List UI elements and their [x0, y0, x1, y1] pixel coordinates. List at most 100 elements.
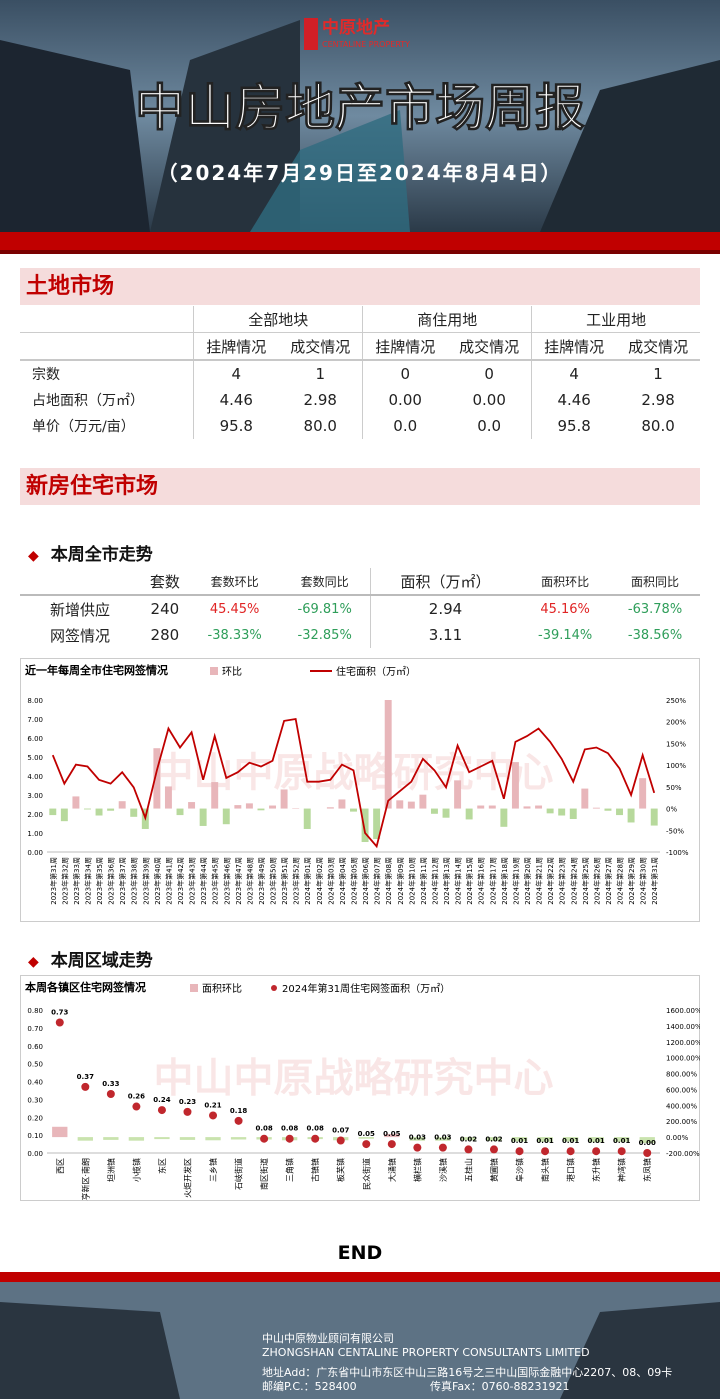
- x-tick-label: 2023年第40周: [153, 857, 162, 905]
- cell: 4: [193, 360, 279, 387]
- dot: [438, 1143, 447, 1152]
- cell: 0.00: [362, 387, 448, 413]
- x-tick-label: 2024年第15周: [465, 857, 474, 905]
- x-tick-label: 2024年第28周: [616, 857, 625, 905]
- x-tick-label: 2023年第39周: [141, 857, 150, 905]
- cell: 80.0: [303, 417, 337, 435]
- cell: 240: [150, 600, 180, 618]
- dot: [592, 1147, 601, 1156]
- header: 套数同比: [279, 568, 371, 596]
- bar: [592, 807, 600, 809]
- chart-title: 近一年每周全市住宅网签情况: [25, 663, 168, 677]
- y2-tick-label: 200%: [666, 719, 686, 727]
- logo: 中原地产: [322, 17, 390, 38]
- bar: [130, 808, 138, 817]
- cell: 1: [315, 365, 326, 383]
- sub-header: 成交情况: [447, 332, 532, 361]
- x-tick-label: 2024年第22周: [546, 857, 555, 905]
- bar: [588, 1137, 604, 1143]
- group-header: 商住用地: [362, 306, 532, 333]
- cell: 95.8: [531, 413, 617, 439]
- x-tick-label: 2024年第10周: [407, 857, 416, 905]
- x-tick-label: 石岐街道: [234, 1158, 244, 1190]
- row-label: 宗数: [32, 367, 60, 383]
- cell: 0.0: [362, 413, 448, 439]
- y-tick-label: 0.00: [27, 1150, 43, 1158]
- y2-tick-label: 100%: [666, 762, 686, 770]
- data-label: 0.08: [255, 1125, 272, 1133]
- bar: [269, 805, 277, 809]
- dot: [617, 1147, 626, 1156]
- row-label: 新增供应: [49, 600, 110, 619]
- bar: [616, 808, 623, 816]
- legend-label: 2024年第31周住宅网签面积（万㎡）: [282, 982, 450, 995]
- x-tick-label: 2024年第20周: [523, 857, 532, 905]
- bar: [49, 808, 57, 816]
- header: 面积环比: [520, 568, 611, 596]
- x-tick-label: 2024年第23周: [558, 857, 567, 905]
- group-header: 工业用地: [531, 306, 700, 333]
- bar: [639, 1137, 655, 1144]
- data-label: 0.18: [230, 1107, 247, 1115]
- x-tick-label: 2024年第25周: [581, 857, 590, 905]
- bar: [154, 1137, 170, 1140]
- cell: -32.85%: [297, 627, 352, 643]
- sub-header: 挂牌情况: [531, 332, 617, 361]
- x-tick-label: 2023年第46周: [222, 857, 231, 905]
- sub-header: 成交情况: [616, 332, 700, 361]
- x-tick-label: 三乡镇: [208, 1158, 218, 1182]
- row: 占地面积（万㎡） 4.46 2.98 0.00 0.00 4.46 2.98: [20, 387, 700, 413]
- frame: [20, 975, 700, 1201]
- cell: [20, 568, 140, 596]
- cell: -39.14%: [538, 627, 593, 643]
- watermark: 中山中原战略研究中心: [154, 1056, 554, 1102]
- data-label: 0.73: [51, 1009, 68, 1017]
- header: 面积同比: [610, 568, 700, 596]
- bar: [280, 789, 288, 809]
- bar: [430, 808, 438, 814]
- bar: [77, 1137, 93, 1141]
- bar: [435, 1137, 451, 1141]
- x-tick-label: 古镇镇: [310, 1158, 320, 1182]
- y-tick-label: 2.00: [27, 811, 43, 819]
- dot: [387, 1140, 396, 1149]
- dot: [132, 1102, 141, 1111]
- cell: 80.0: [641, 417, 675, 435]
- dot: [489, 1145, 498, 1154]
- legend-label: 面积环比: [202, 983, 242, 995]
- y2-tick-label: 200.00%: [666, 1118, 697, 1126]
- cell: 4.46: [193, 387, 279, 413]
- y2-tick-label: 1400.00%: [666, 1023, 700, 1031]
- address: 地址Add：广东省中山市东区中山三路16号之三中山国际金融中心2207、08、0…: [262, 1365, 672, 1379]
- row: 新增供应 240 45.45% -69.81% 2.94 45.16% -63.78%: [20, 595, 700, 622]
- x-tick-label: 2023年第52周: [292, 857, 301, 905]
- cell: -38.56%: [627, 627, 683, 643]
- x-tick-label: 2023年第37周: [118, 857, 127, 905]
- legend-swatch: [210, 667, 218, 675]
- cell: 4.46: [531, 387, 617, 413]
- bar: [103, 1137, 119, 1140]
- dot: [81, 1082, 90, 1091]
- x-tick-label: 2023年第48周: [245, 857, 254, 905]
- x-tick-label: 2024年第17周: [488, 857, 497, 905]
- subsection-title: 本周全市走势: [28, 540, 153, 565]
- y-tick-label: 0.60: [27, 1043, 43, 1051]
- data-label: 0.00: [639, 1139, 656, 1147]
- bar: [460, 1137, 477, 1141]
- y2-tick-label: 0%: [666, 806, 677, 814]
- bar: [409, 1137, 426, 1141]
- x-tick-label: 2023年第36周: [107, 857, 116, 905]
- x-tick-label: 2023年第50周: [269, 857, 278, 905]
- title: 中山房地产市场周报: [135, 79, 585, 137]
- cell: -63.78%: [627, 601, 683, 617]
- x-tick-label: 2023年第41周: [164, 857, 173, 905]
- cell: 0: [362, 360, 448, 387]
- bar: [95, 808, 103, 816]
- row: 单价（万元/亩） 95.8 80.0 0.0 0.0 95.8 80.0: [20, 413, 700, 439]
- header: 套数: [140, 568, 190, 596]
- company-en: ZHONGSHAN CENTALINE PROPERTY CONSULTANTS…: [262, 1346, 590, 1359]
- x-tick-label: 翠亨新区·南朗: [80, 1158, 90, 1201]
- bar: [222, 808, 230, 825]
- cell: 45.16%: [540, 601, 590, 617]
